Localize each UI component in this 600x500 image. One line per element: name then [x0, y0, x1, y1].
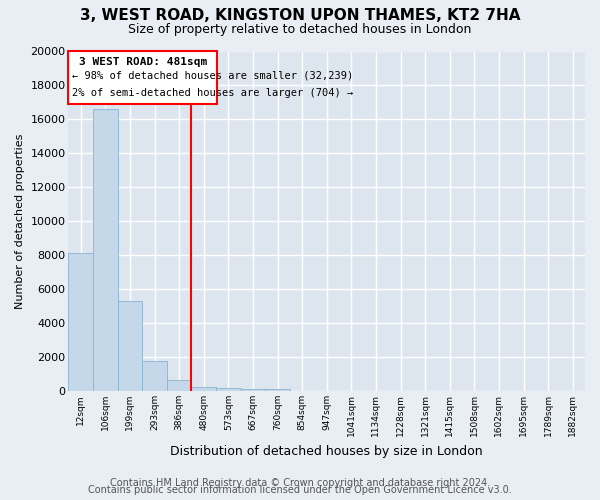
Text: 2% of semi-detached houses are larger (704) →: 2% of semi-detached houses are larger (7… — [72, 88, 353, 98]
Text: Contains public sector information licensed under the Open Government Licence v3: Contains public sector information licen… — [88, 485, 512, 495]
Bar — [68, 253, 93, 392]
Y-axis label: Number of detached properties: Number of detached properties — [15, 134, 25, 309]
Text: Size of property relative to detached houses in London: Size of property relative to detached ho… — [128, 22, 472, 36]
Bar — [142, 360, 167, 392]
Text: 3 WEST ROAD: 481sqm: 3 WEST ROAD: 481sqm — [79, 56, 207, 66]
X-axis label: Distribution of detached houses by size in London: Distribution of detached houses by size … — [170, 444, 483, 458]
Bar — [241, 388, 265, 392]
Text: ← 98% of detached houses are smaller (32,239): ← 98% of detached houses are smaller (32… — [72, 70, 353, 80]
Bar — [191, 386, 216, 392]
Bar — [216, 388, 241, 392]
FancyBboxPatch shape — [68, 52, 217, 104]
Text: 3, WEST ROAD, KINGSTON UPON THAMES, KT2 7HA: 3, WEST ROAD, KINGSTON UPON THAMES, KT2 … — [80, 8, 520, 22]
Bar — [167, 380, 191, 392]
Text: Contains HM Land Registry data © Crown copyright and database right 2024.: Contains HM Land Registry data © Crown c… — [110, 478, 490, 488]
Bar — [118, 301, 142, 392]
Bar — [265, 389, 290, 392]
Bar — [93, 110, 118, 392]
